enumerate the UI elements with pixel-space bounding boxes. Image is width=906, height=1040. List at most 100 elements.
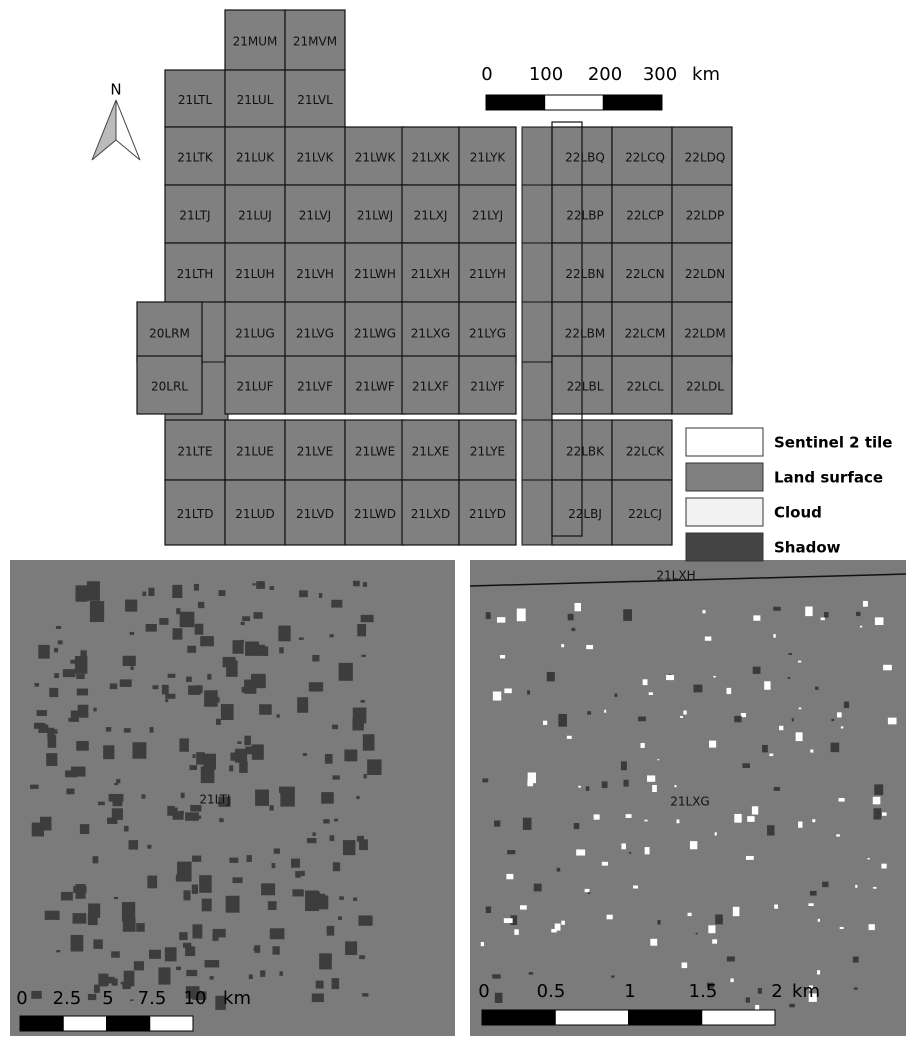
shadow-patch xyxy=(708,925,716,934)
shadow-patch xyxy=(767,825,775,836)
cloud-patch xyxy=(482,778,489,783)
tile-label: 21LTJ xyxy=(199,793,230,807)
cloud-patch xyxy=(652,784,657,793)
tile-label: 21LUK xyxy=(236,151,275,165)
cloud-patch xyxy=(762,744,768,753)
shadow-patch xyxy=(308,682,324,692)
shadow-patch xyxy=(769,753,774,757)
cloud-patch xyxy=(742,763,750,768)
shadow-patch xyxy=(60,891,73,901)
cloud-patch xyxy=(873,886,877,889)
legend-swatch xyxy=(685,497,764,527)
tile-label: 22LBJ xyxy=(568,507,602,521)
shadow-patch xyxy=(130,999,134,1002)
shadow-patch xyxy=(76,741,89,751)
shadow-patch xyxy=(190,804,202,812)
shadow-patch xyxy=(353,897,358,901)
tile xyxy=(671,242,733,303)
shadow-patch xyxy=(344,749,358,762)
cloud-patch xyxy=(657,759,660,761)
shadow-patch xyxy=(644,819,648,822)
shadow-patch xyxy=(573,823,580,830)
shadow-patch xyxy=(773,786,780,791)
shadow-patch xyxy=(787,676,791,679)
shadow-patch xyxy=(331,978,340,990)
shadow-patch xyxy=(253,612,263,619)
cloud-patch xyxy=(874,617,884,625)
cloud-patch xyxy=(798,707,802,710)
tile xyxy=(521,361,553,421)
shadow-patch xyxy=(34,683,40,687)
tile-label: 21LVE xyxy=(297,445,333,459)
cloud-patch xyxy=(510,915,518,926)
tile-label: 21LWG xyxy=(354,327,396,341)
shadow-patch xyxy=(706,982,715,988)
tile-label: 21LXD xyxy=(411,507,450,521)
shadow-patch xyxy=(808,985,813,991)
tile-outline xyxy=(551,121,583,537)
tile-label: 21LXK xyxy=(411,151,450,165)
legend-label: Shadow xyxy=(774,539,841,557)
shadow-patch xyxy=(831,718,835,722)
cloud-patch xyxy=(745,855,754,860)
shadow-patch xyxy=(326,925,335,936)
shadow-patch xyxy=(93,939,103,949)
tile xyxy=(224,9,286,71)
shadow-patch xyxy=(196,752,205,765)
legend-label: Sentinel 2 tile xyxy=(774,434,892,452)
shadow-patch xyxy=(625,814,632,818)
cloud-patch xyxy=(503,918,513,924)
scale-segment xyxy=(106,1015,151,1032)
shadow-patch xyxy=(252,583,256,586)
tile xyxy=(458,126,517,186)
cloud-patch xyxy=(611,975,615,978)
shadow-patch xyxy=(49,687,59,698)
tile-label: 22LBK xyxy=(566,445,605,459)
shadow-patch xyxy=(291,858,301,868)
shadow-patch xyxy=(152,685,159,690)
shadow-patch xyxy=(47,734,57,748)
shadow-patch xyxy=(215,995,226,1010)
tile-label: 21LYJ xyxy=(472,209,503,223)
cloud-patch xyxy=(676,819,680,824)
shadow-patch xyxy=(196,815,202,819)
shadow-patch xyxy=(188,685,201,695)
shadow-patch xyxy=(318,593,323,598)
tile xyxy=(611,301,673,363)
shadow-patch xyxy=(795,732,803,742)
shadow-patch xyxy=(123,825,129,832)
tile xyxy=(344,301,406,363)
cloud-patch xyxy=(817,918,820,922)
shadow-patch xyxy=(747,816,755,822)
shadow-patch xyxy=(75,585,88,602)
tile xyxy=(401,242,460,303)
shadow-patch xyxy=(125,599,138,612)
tile-label: 21LVF xyxy=(297,380,333,394)
cloud-patch xyxy=(681,962,688,969)
shadow-patch xyxy=(226,660,238,677)
tile xyxy=(344,419,406,481)
scale-segment xyxy=(19,1015,64,1032)
cloud-patch xyxy=(817,970,821,975)
cloud-patch xyxy=(533,883,542,892)
shadow-patch xyxy=(55,626,62,629)
shadow-patch xyxy=(240,621,245,626)
shadow-patch xyxy=(62,669,76,678)
cloud-patch xyxy=(623,609,633,621)
shadow-patch xyxy=(207,673,212,680)
shadow-patch xyxy=(136,923,145,932)
north-arrow xyxy=(91,99,117,161)
shadow-patch xyxy=(253,947,260,951)
tile-label: 21MUM xyxy=(233,35,278,49)
shadow-patch xyxy=(111,808,123,820)
shadow-patch xyxy=(105,727,112,732)
tile-label: 22LDQ xyxy=(685,151,726,165)
tile xyxy=(458,355,517,415)
shadow-patch xyxy=(165,699,169,703)
cloud-patch xyxy=(546,671,555,682)
shadow-patch xyxy=(339,896,344,900)
shadow-patch xyxy=(822,881,829,888)
shadow-patch xyxy=(300,870,305,876)
shadow-patch xyxy=(360,614,374,623)
tile xyxy=(521,242,553,303)
